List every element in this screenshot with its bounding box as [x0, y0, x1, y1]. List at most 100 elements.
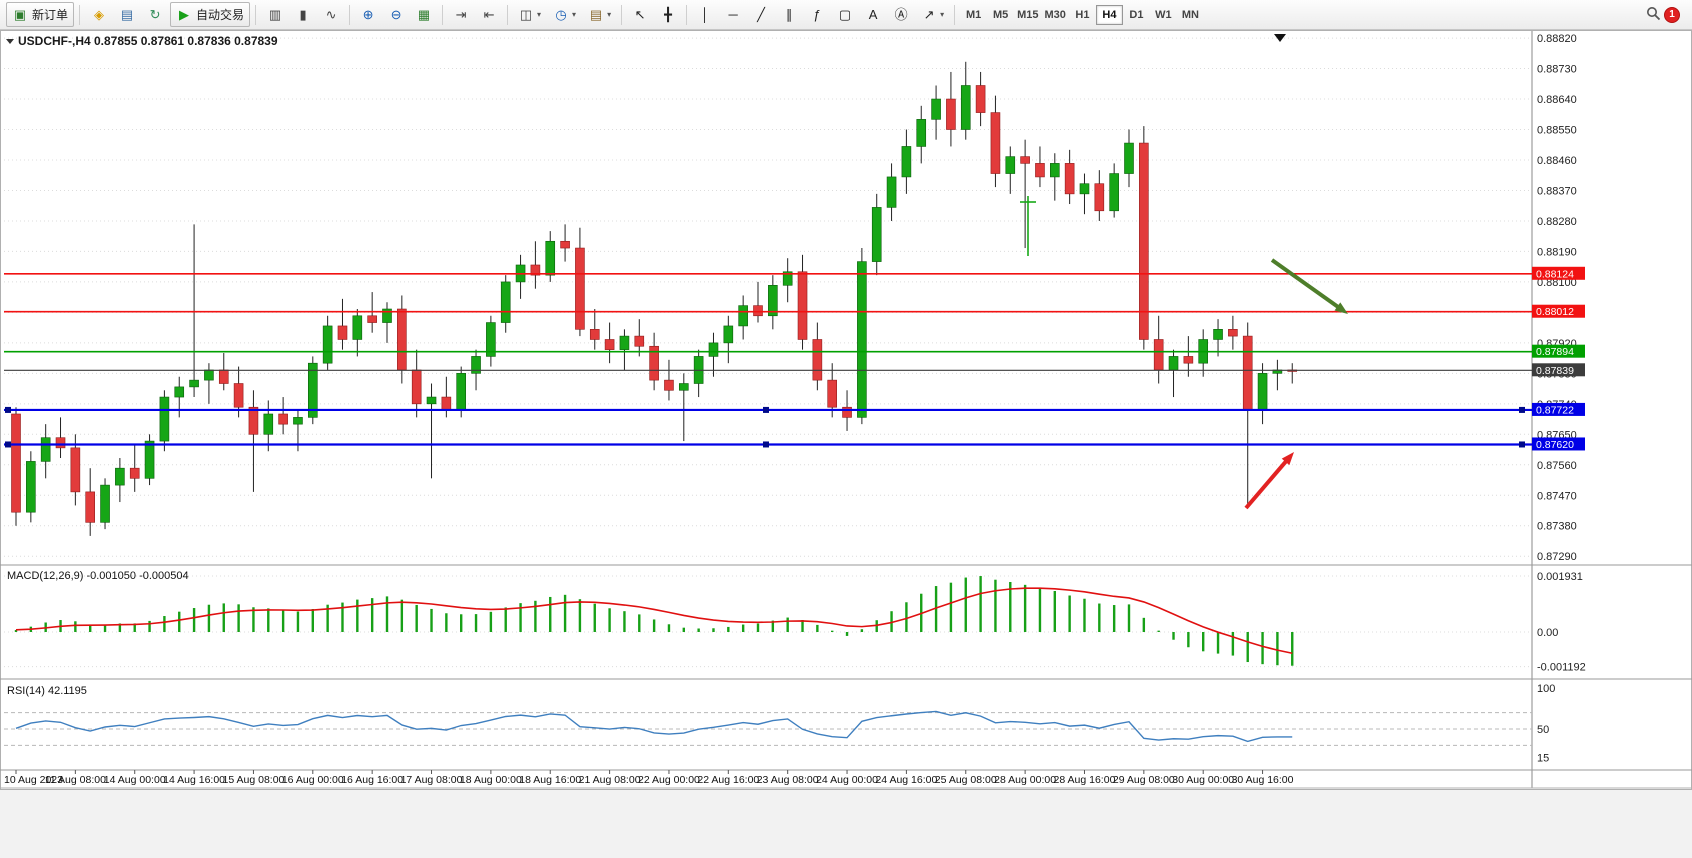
line-handle[interactable] [5, 406, 11, 413]
candle-up [307, 362, 318, 418]
notification-badge[interactable]: 1 [1664, 6, 1680, 23]
timeframe-m1[interactable]: M1 [960, 5, 987, 25]
line-handle[interactable] [1519, 441, 1525, 448]
candle-down [1064, 163, 1075, 195]
timeframe-m30[interactable]: M30 [1042, 5, 1069, 25]
vertical-line-button[interactable]: │ [691, 4, 719, 25]
candle-down [1094, 183, 1105, 212]
y-axis-label: 0.88280 [1537, 216, 1577, 228]
arrows-button[interactable]: ↗ ▾ [915, 4, 950, 25]
candle-down [1139, 142, 1149, 340]
templates-button[interactable]: ▤ ▾ [582, 4, 617, 25]
chart-plot-area[interactable] [4, 33, 1532, 563]
candle-down [812, 339, 823, 381]
bar-chart-button[interactable]: ▥ [261, 4, 289, 25]
y-axis-label: 0.87560 [1537, 460, 1577, 472]
y-axis-label: 0.88550 [1537, 125, 1577, 137]
timeframe-mn[interactable]: MN [1177, 5, 1204, 25]
price-badge-label: 0.88124 [1536, 268, 1574, 280]
candle-down [1228, 329, 1238, 337]
text-button[interactable]: A [859, 4, 887, 25]
timeframe-m5[interactable]: M5 [987, 5, 1014, 25]
x-axis-label: 30 Aug 16:00 [1232, 774, 1294, 786]
chart-area[interactable]: 0.88820 0.88730 0.88640 0.88550 0.88460 0.883… [0, 30, 1692, 858]
candle-down [1183, 356, 1194, 364]
new-order-button[interactable]: ▣ 新订单 [6, 2, 75, 27]
crosshair-button[interactable]: ╋ [654, 4, 682, 25]
auto-trading-label: 自动交易 [196, 8, 245, 22]
green-arrow[interactable] [1270, 258, 1343, 312]
toolbar-separator [255, 4, 257, 25]
auto-scroll-button[interactable]: ⇥ [447, 4, 475, 25]
tile-windows-button[interactable]: ▦ [410, 4, 438, 25]
line-chart-button[interactable]: ∿ [317, 4, 345, 25]
price-badge-label: 0.87722 [1536, 404, 1574, 416]
candle-up [40, 437, 51, 462]
price-badge-label: 0.87894 [1536, 346, 1574, 358]
symbol-info: USDCHF-,H4 0.87855 0.87861 0.87836 0.878… [18, 34, 278, 48]
dropdown-caret-icon[interactable]: ▾ [607, 10, 612, 19]
dropdown-caret-icon[interactable]: ▾ [572, 10, 577, 19]
toolbar-tools: ▥ ▮ ∿ ⊕ ⊖ ▦ ⇥ ⇤ ◫ ▾ ◷ ▾ ▤ ▾ ↖ ╋ │ ─ ╱ ∥ ƒ ▢ A Ⓐ ↗ ▾ [261, 4, 959, 25]
quotes-button[interactable]: ◈ [85, 4, 113, 25]
price-badge-label: 0.87620 [1536, 439, 1574, 451]
red-arrow[interactable] [1244, 456, 1291, 510]
candle-up [189, 379, 199, 388]
candle-down [634, 335, 645, 347]
search-icon[interactable] [1645, 6, 1661, 23]
candle-up [1050, 163, 1060, 178]
line-handle[interactable] [1519, 406, 1525, 413]
line-handle[interactable] [763, 441, 769, 448]
candle-up [708, 342, 719, 357]
candle-down [975, 85, 986, 113]
line-handle[interactable] [763, 406, 769, 413]
candle-up [1109, 173, 1119, 212]
timeframe-h1[interactable]: H1 [1069, 5, 1096, 25]
x-axis-label: 14 Aug 16:00 [163, 774, 225, 786]
shapes-icon: ▢ [838, 7, 852, 22]
candle-down [753, 305, 763, 317]
x-axis-label: 16 Aug 16:00 [341, 774, 403, 786]
text-label-button[interactable]: Ⓐ [887, 4, 915, 25]
rsi-line [15, 710, 1293, 743]
refresh-icon: ↻ [149, 7, 161, 22]
rsi-label: RSI(14) 42.1195 [7, 685, 87, 697]
toolbar-separator [349, 4, 351, 25]
shapes-button[interactable]: ▢ [831, 4, 859, 25]
x-axis-label: 22 Aug 00:00 [638, 774, 700, 786]
dropdown-caret-icon[interactable]: ▾ [940, 10, 945, 19]
candlestick-chart-button[interactable]: ▮ [289, 4, 317, 25]
timeframe-d1[interactable]: D1 [1123, 5, 1150, 25]
price-badge [1532, 363, 1585, 377]
new-chart-button[interactable]: ◫ ▾ [512, 4, 547, 25]
candle-down [129, 467, 140, 479]
timeframe-m15[interactable]: M15 [1014, 5, 1041, 25]
candle-up [352, 315, 363, 340]
dropdown-caret-icon[interactable]: ▾ [537, 10, 542, 19]
candle-up [322, 325, 333, 364]
green-arrow-head [1334, 302, 1348, 314]
zoom-in-button[interactable]: ⊕ [354, 4, 382, 25]
candle-down [55, 437, 66, 449]
timeframe-w1[interactable]: W1 [1150, 5, 1177, 25]
zoom-out-button[interactable]: ⊖ [382, 4, 410, 25]
chart-shift-button[interactable]: ⇤ [475, 4, 503, 25]
print-button[interactable]: ▤ [113, 4, 141, 25]
timeframe-h4[interactable]: H4 [1095, 4, 1123, 25]
cursor-button[interactable]: ↖ [626, 4, 654, 25]
scroll-position-marker[interactable] [1274, 34, 1286, 42]
line-handle[interactable] [5, 441, 11, 448]
y-axis-label: 0.88370 [1537, 185, 1577, 197]
refresh-button[interactable]: ↻ [141, 4, 169, 25]
candle-down [560, 240, 570, 249]
equidistant-channel-button[interactable]: ∥ [775, 4, 803, 25]
auto-trading-button[interactable]: ▶ 自动交易 [170, 2, 251, 27]
periods-button[interactable]: ◷ ▾ [547, 4, 582, 25]
candle-down [70, 447, 81, 493]
candle-down [589, 329, 600, 340]
symbol-dropdown-icon[interactable] [6, 39, 14, 44]
trendline-button[interactable]: ╱ [747, 4, 775, 25]
fibonacci-button[interactable]: ƒ [803, 4, 831, 25]
candle-down [604, 339, 615, 350]
horizontal-line-button[interactable]: ─ [719, 4, 747, 25]
